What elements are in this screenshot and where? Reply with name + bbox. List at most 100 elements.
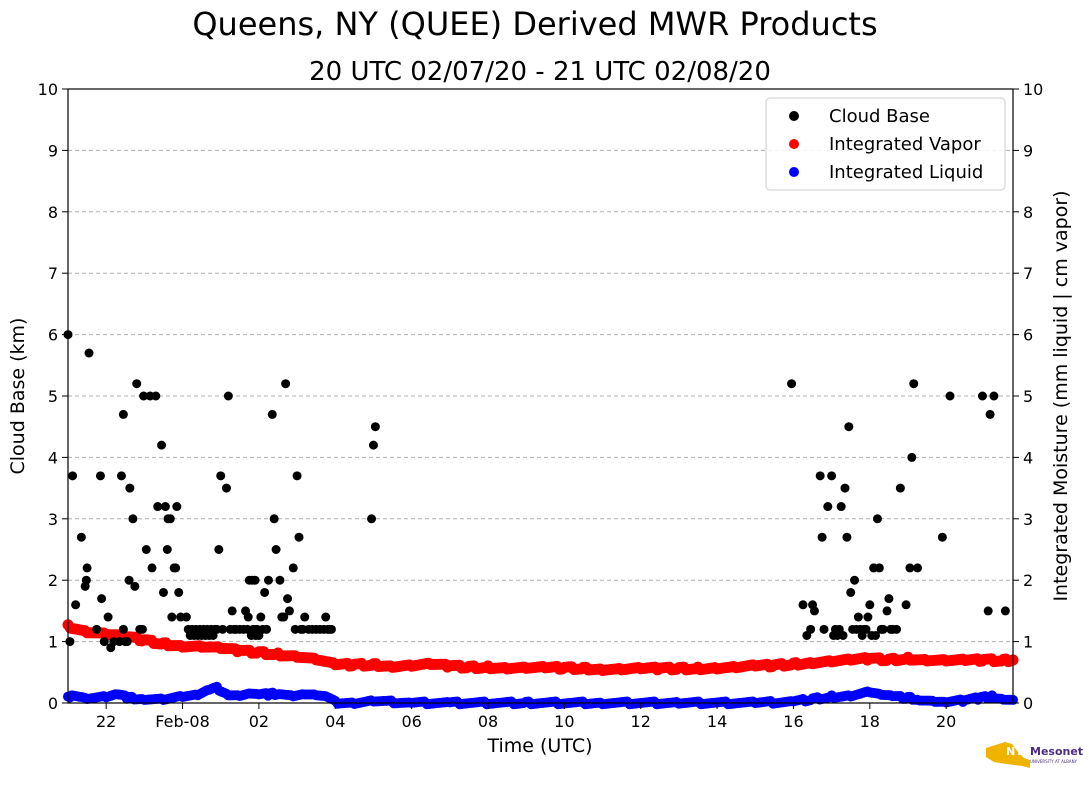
right-y-ticks: 0 1 2 3 4 5 6 7 8 9 10: [1013, 80, 1043, 713]
cloud-base-point: [71, 600, 81, 610]
cloud-base-series: [63, 330, 1010, 653]
cloud-base-point: [271, 545, 281, 554]
cloud-base-point: [84, 348, 94, 358]
cloud-base-point: [256, 612, 266, 622]
cloud-base-point: [92, 624, 102, 634]
y-tick-label: 9: [48, 141, 58, 160]
y-tick-label: 7: [48, 264, 58, 283]
cloud-base-point: [292, 471, 302, 481]
legend-box: [765, 97, 1006, 191]
cloud-base-point: [139, 391, 149, 401]
cloud-base-point: [836, 502, 846, 512]
cloud-base-point: [95, 471, 105, 481]
cloud-base-point: [158, 587, 168, 597]
cloud-base-point: [853, 612, 863, 622]
y-axis-label: Cloud Base (km): [7, 318, 29, 475]
cloud-base-point: [82, 563, 92, 573]
cloud-base-point: [118, 409, 128, 419]
cloud-base-point: [81, 575, 91, 585]
right-y-tick-label: 4: [1023, 448, 1033, 467]
cloud-base-point: [174, 587, 184, 597]
cloud-base-point: [250, 575, 260, 585]
cloud-base-point: [97, 594, 107, 604]
right-y-tick-label: 1: [1023, 633, 1033, 652]
cloud-base-point: [819, 624, 829, 634]
cloud-base-point: [216, 471, 226, 481]
y-tick-label: 4: [48, 448, 58, 467]
cloud-base-point: [99, 637, 109, 647]
cloud-base-point: [281, 379, 291, 389]
cloud-base-point: [269, 514, 279, 524]
cloud-base-point: [300, 612, 310, 622]
cloud-base-point: [892, 624, 902, 634]
cloud-base-point: [160, 502, 170, 512]
cloud-base-point: [842, 532, 852, 542]
cloud-base-point: [118, 624, 128, 634]
cloud-base-point: [275, 575, 285, 585]
right-y-tick-label: 7: [1023, 264, 1033, 283]
cloud-base-point: [823, 502, 833, 512]
right-y-tick-label: 5: [1023, 387, 1033, 406]
cloud-base-point: [806, 624, 816, 634]
cloud-base-point: [909, 379, 919, 389]
cloud-base-point: [368, 440, 378, 450]
y-tick-label: 10: [38, 80, 58, 99]
cloud-base-point: [937, 532, 947, 542]
cloud-base-point: [945, 391, 955, 401]
cloud-base-point: [907, 452, 917, 462]
right-y-tick-label: 6: [1023, 326, 1033, 345]
cloud-base-point: [141, 545, 151, 554]
cloud-base-point: [283, 594, 293, 604]
cloud-base-point: [279, 612, 289, 622]
cloud-base-point: [124, 575, 134, 585]
legend-integrated-liquid: Integrated Liquid: [829, 162, 983, 183]
cloud-base-point: [326, 624, 336, 634]
right-y-axis-label: Integrated Moisture (mm liquid | cm vapo…: [1050, 190, 1072, 601]
legend-cloud-base-marker: [789, 111, 799, 121]
cloud-base-point: [838, 630, 848, 640]
x-tick-label: 04: [325, 712, 345, 731]
cloud-base-point: [815, 471, 825, 481]
cloud-base-point: [223, 391, 233, 401]
cloud-base-point: [983, 606, 993, 616]
cloud-base-point: [809, 606, 819, 616]
cloud-base-point: [181, 612, 191, 622]
right-y-tick-label: 2: [1023, 571, 1033, 590]
y-tick-label: 0: [48, 694, 58, 713]
right-y-tick-label: 8: [1023, 203, 1033, 222]
cloud-base-point: [267, 409, 277, 419]
cloud-base-point: [172, 502, 182, 512]
x-tick-label: 22: [96, 712, 116, 731]
chart-title: Queens, NY (QUEE) Derived MWR Products: [192, 5, 877, 43]
x-tick-label: 10: [554, 712, 574, 731]
cloud-base-point: [76, 532, 86, 542]
legend-cloud-base: Cloud Base: [829, 106, 930, 127]
cloud-base-point: [846, 587, 856, 597]
cloud-base-point: [167, 612, 177, 622]
cloud-base-point: [872, 514, 882, 524]
cloud-base-point: [147, 563, 157, 573]
integrated-liquid-series: [63, 681, 1018, 710]
nys-mesonet-logo: NYS Mesonet UNIVERSITY AT ALBANY: [986, 742, 1083, 768]
cloud-base-point: [895, 483, 905, 493]
cloud-base-point: [162, 545, 172, 554]
y-tick-label: 1: [48, 633, 58, 652]
right-y-tick-label: 9: [1023, 141, 1033, 160]
y-tick-label: 8: [48, 203, 58, 222]
cloud-base-point: [321, 612, 331, 622]
x-tick-label: 06: [401, 712, 421, 731]
legend-integrated-liquid-marker: [789, 167, 799, 177]
cloud-base-point: [863, 612, 873, 622]
cloud-base-point: [132, 379, 142, 389]
svg-text:NYS: NYS: [1006, 745, 1031, 758]
x-tick-label: 20: [936, 712, 956, 731]
cloud-base-point: [840, 483, 850, 493]
ny-state-shape-icon: [986, 742, 1030, 768]
cloud-base-point: [125, 483, 135, 493]
legend: Cloud Base Integrated Vapor Integrated L…: [765, 97, 1006, 191]
x-tick-label: 18: [860, 712, 880, 731]
cloud-base-point: [985, 409, 995, 419]
cloud-base-point: [901, 600, 911, 610]
x-axis-label: Time (UTC): [486, 735, 592, 757]
